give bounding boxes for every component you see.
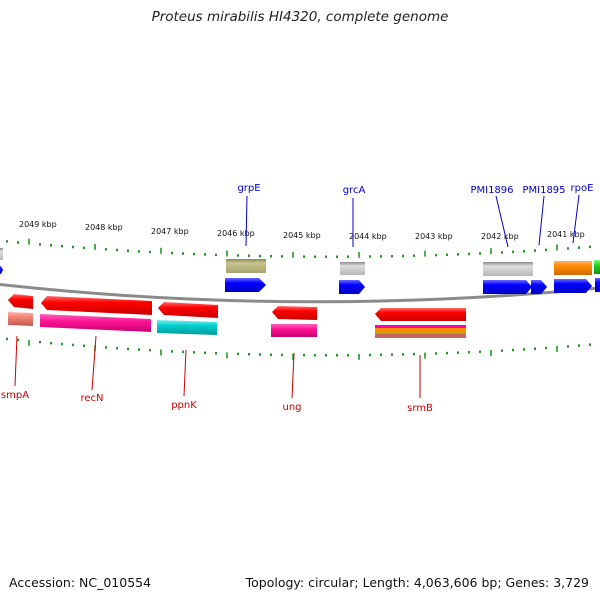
- genome-stats-text: Topology: circular; Length: 4,063,606 bp…: [245, 575, 589, 590]
- feature-ung-arrow: [272, 306, 317, 320]
- kbp-label-2044: 2044 kbp: [349, 232, 387, 241]
- feature-PMI1895-arrow: [531, 280, 547, 294]
- feature-recN-arrow: [41, 296, 152, 315]
- gene-label-smpA: smpA: [1, 390, 29, 401]
- forward-strand-features: [0, 248, 600, 294]
- kbp-label-2045: 2045 kbp: [283, 231, 321, 240]
- feature-ppnK-cog: [157, 320, 217, 335]
- kbp-label-2047: 2047 kbp: [151, 227, 189, 236]
- feature-grcA-arrow: [339, 280, 365, 294]
- genome-backbone: [0, 283, 600, 304]
- feature-srmB-arrow: [375, 308, 466, 321]
- gene-label-PMI1896: PMI1896: [470, 185, 513, 196]
- feature-rpoE-cog: [554, 261, 592, 275]
- feature-grcA-cog: [340, 262, 365, 275]
- gene-label-ung: ung: [282, 402, 301, 413]
- gene-label-rpoE: rpoE: [571, 183, 594, 194]
- kbp-label-2046: 2046 kbp: [217, 229, 255, 238]
- top-tick-row: [6, 238, 591, 258]
- feature-ppnK-arrow: [158, 302, 218, 318]
- feature-smpA-arrow: [8, 294, 33, 309]
- kbp-label-2042: 2042 kbp: [481, 232, 519, 241]
- feature-PMI1896-cog: [483, 262, 533, 276]
- feature-edge-cog: [594, 260, 600, 274]
- feature-grpE-arrow: [225, 278, 266, 292]
- reverse-strand-features: [8, 294, 466, 338]
- bottom-tick-row: [6, 337, 591, 360]
- feature-smpA-cog: [8, 312, 33, 326]
- kbp-label-2041: 2041 kbp: [547, 230, 585, 239]
- gene-label-grcA: grcA: [343, 185, 366, 196]
- gene-label-grpE: grpE: [237, 183, 260, 194]
- map-title: Proteus mirabilis HI4320, complete genom…: [151, 9, 449, 25]
- gene-label-recN: recN: [80, 393, 103, 404]
- gene-label-PMI1895: PMI1895: [522, 185, 565, 196]
- feature-PMI1896-arrow: [483, 280, 532, 294]
- feature-left-edge-arrow: [0, 266, 3, 274]
- accession-text: Accession: NC_010554: [9, 575, 152, 590]
- feature-rpoE-arrow: [554, 279, 592, 293]
- kbp-label-2048: 2048 kbp: [85, 223, 123, 232]
- kbp-label-2049: 2049 kbp: [19, 220, 57, 229]
- feature-edge-arrow: [595, 278, 600, 292]
- feature-grpE-cog: [226, 259, 266, 273]
- feature-left-edge-cog: [0, 248, 3, 260]
- feature-ung-cog: [271, 324, 317, 337]
- gene-label-srmB: srmB: [407, 403, 433, 414]
- gene-label-ppnK: ppnK: [171, 400, 197, 411]
- feature-srmB-cog: [375, 325, 466, 338]
- kbp-label-2043: 2043 kbp: [415, 232, 453, 241]
- feature-recN-cog: [40, 314, 151, 332]
